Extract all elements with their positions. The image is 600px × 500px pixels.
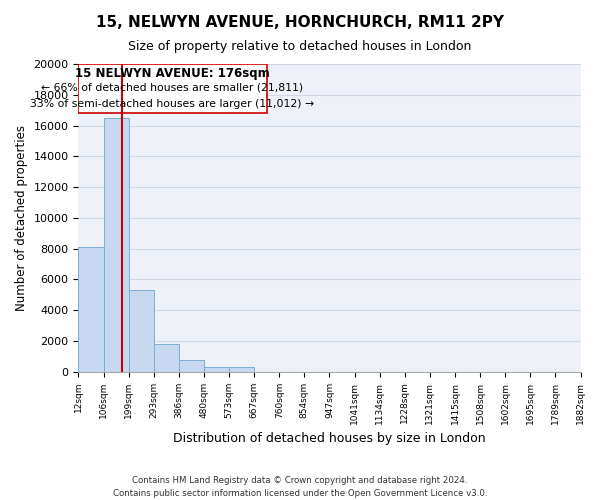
Text: 15 NELWYN AVENUE: 176sqm: 15 NELWYN AVENUE: 176sqm	[75, 66, 270, 80]
Bar	[128, 290, 154, 372]
Bar	[229, 367, 254, 372]
X-axis label: Distribution of detached houses by size in London: Distribution of detached houses by size …	[173, 432, 486, 445]
FancyBboxPatch shape	[79, 64, 266, 114]
Text: Contains public sector information licensed under the Open Government Licence v3: Contains public sector information licen…	[113, 488, 487, 498]
Bar	[79, 247, 104, 372]
Text: ← 66% of detached houses are smaller (21,811): ← 66% of detached houses are smaller (21…	[41, 82, 304, 92]
Y-axis label: Number of detached properties: Number of detached properties	[15, 125, 28, 311]
Bar	[104, 118, 128, 372]
Bar	[204, 367, 229, 372]
Text: 33% of semi-detached houses are larger (11,012) →: 33% of semi-detached houses are larger (…	[31, 99, 314, 109]
Bar	[154, 344, 179, 372]
Text: Contains HM Land Registry data © Crown copyright and database right 2024.: Contains HM Land Registry data © Crown c…	[132, 476, 468, 485]
Text: Size of property relative to detached houses in London: Size of property relative to detached ho…	[128, 40, 472, 53]
Text: 15, NELWYN AVENUE, HORNCHURCH, RM11 2PY: 15, NELWYN AVENUE, HORNCHURCH, RM11 2PY	[96, 15, 504, 30]
Bar	[179, 360, 204, 372]
